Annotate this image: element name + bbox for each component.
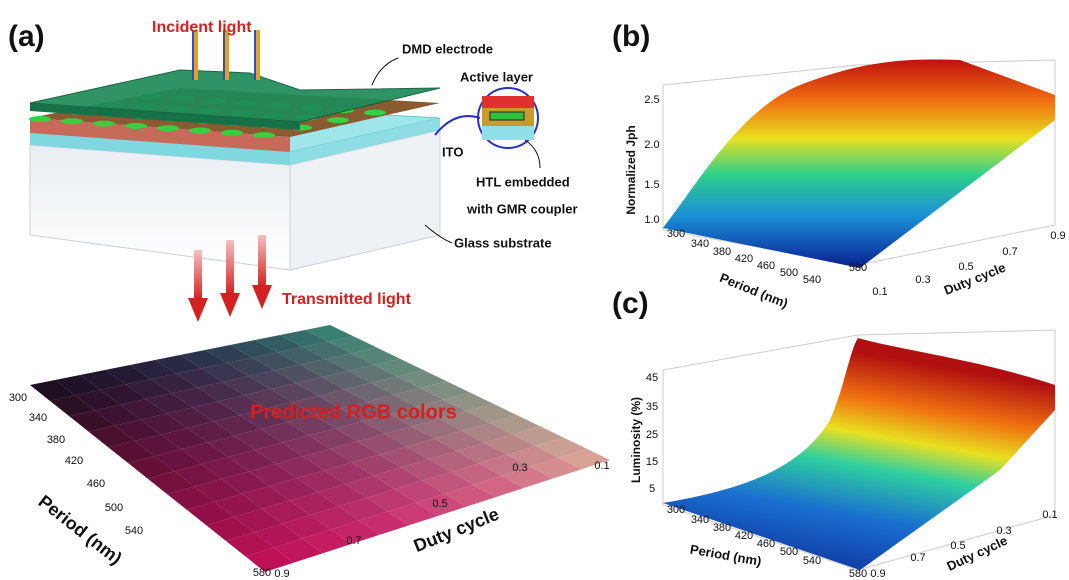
tick-label: 540 [803,274,821,286]
panel-b: (b) Normalized Jph Period (nm) Duty cycl… [612,20,1066,311]
tick-label: 460 [87,478,105,490]
htl-label: HTL embedded [476,174,570,189]
grating-pad [221,130,243,136]
tick-label: 420 [735,253,753,265]
tick-label: 380 [713,246,731,258]
panel-a: (a) Incident light DMD electrode Active … [8,19,610,580]
tick-label: 0.5 [958,261,973,273]
tick-label: 0.3 [915,274,930,286]
tick-label: 0.9 [274,568,289,580]
glass-label: Glass substrate [454,235,552,250]
tick-label: 2.0 [644,139,659,151]
panel-label: (a) [8,20,45,53]
tick-label: 1.5 [644,179,659,191]
tick-label: 0.5 [432,498,447,510]
tick-label: 580 [253,567,271,579]
incident-light: Incident light [152,19,252,36]
tick-label: 0.7 [346,535,361,547]
dmd-label: DMD electrode [402,41,493,56]
tick-label: 420 [65,455,83,467]
tick-label: 0.7 [1002,246,1017,258]
tick-label: 300 [667,504,685,516]
tick-label: 0.1 [1042,509,1057,521]
tick-label: 580 [849,262,867,274]
tick-label: 300 [9,392,27,404]
color-grid [30,325,610,572]
tick-label: 380 [713,522,731,534]
panel-c: (c) Luminosity (%) Period (nm) Duty cycl… [612,287,1058,580]
tick-label: 540 [125,525,143,537]
tick-label: 580 [849,568,867,580]
grating-pad [364,110,386,116]
tick-label: 540 [803,555,821,567]
duty-label: Duty cycle [942,260,1008,298]
y-label: Normalized Jph [624,125,638,214]
grating-pad [189,128,211,134]
tick-label: 45 [646,372,658,384]
tick-label: 0.9 [870,568,885,580]
tick-label: 420 [735,530,753,542]
tick-label: 380 [47,434,65,446]
tick-label: 0.7 [910,552,925,564]
htl-label: with GMR coupler [466,201,578,216]
grating-pad [253,132,275,138]
grating-pad [61,118,83,124]
leader [525,140,540,168]
figure: (a) Incident light DMD electrode Active … [0,0,1069,580]
panel-label: (c) [612,287,649,320]
leader [372,58,398,85]
grating-pad [29,116,51,122]
tick-label: 340 [691,514,709,526]
tick-label: 0.1 [594,460,609,472]
grating-pad [327,117,349,123]
tick-label: 2.5 [644,94,659,106]
duty-label: Duty cycle [944,533,1009,574]
tick-label: 0.3 [512,462,527,474]
grating-pad [125,123,147,129]
grating-pad [157,125,179,131]
zoom-link [435,116,480,135]
tick-label: 25 [646,429,658,441]
tick-label: 500 [780,546,798,558]
predicted-colors: Predicted RGB colors [250,401,457,423]
tick-label: 340 [691,238,709,250]
zoom-ito [482,126,534,140]
glass-front [30,145,290,270]
tick-label: 15 [646,456,658,468]
period-label: Period (nm) [689,542,763,569]
ito-label: ITO [442,144,463,159]
zoom-grating [490,112,524,120]
grating-pad [93,121,115,127]
transmitted-light: Transmitted light [282,291,412,308]
tick-label: 5 [649,483,655,495]
tick-label: 500 [105,502,123,514]
active-label: Active layer [460,69,533,84]
tick-label: 340 [29,412,47,424]
zoom-active [482,96,534,108]
y-label: Luminosity (%) [629,397,643,483]
tick-label: 460 [757,538,775,550]
tick-label: 0.9 [1050,230,1065,242]
tick-label: 460 [757,260,775,272]
tick-label: 0.1 [872,286,887,298]
tick-label: 1.0 [644,214,659,226]
tick-label: 0.5 [950,540,965,552]
tick-label: 500 [780,267,798,279]
tick-label: 0.3 [996,525,1011,537]
tick-label: 300 [667,228,685,240]
panel-label: (b) [612,20,650,53]
tick-label: 35 [646,401,658,413]
